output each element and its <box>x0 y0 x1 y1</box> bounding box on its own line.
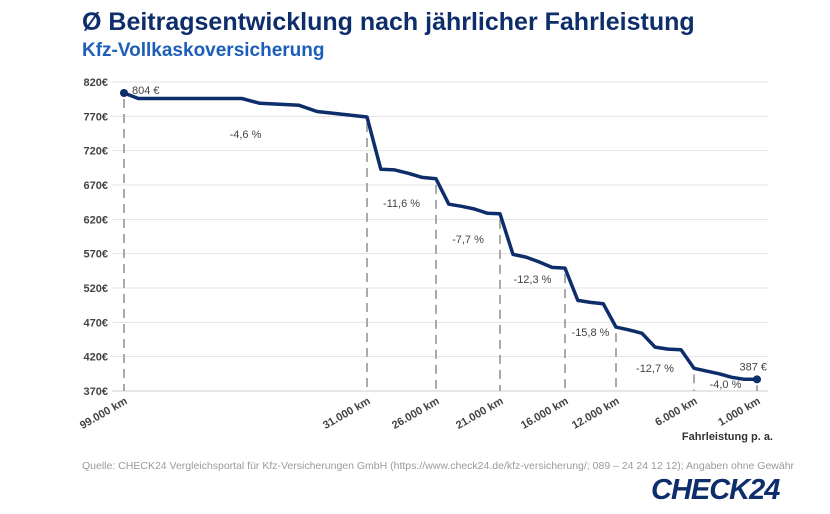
y-tick-label: 370€ <box>84 386 108 398</box>
data-point <box>753 375 761 384</box>
x-tick-label: 21.000 km <box>454 395 506 432</box>
change-annotation: -7,7 % <box>452 234 484 246</box>
change-annotation: -4,6 % <box>230 129 262 141</box>
chart-title: Ø Beitragsentwicklung nach jährlicher Fa… <box>82 8 695 36</box>
check24-logo: CHECK24 <box>651 474 780 506</box>
data-label: 387 € <box>739 361 767 373</box>
data-label: 804 € <box>132 85 160 97</box>
x-axis-label: Fahrleistung p. a. <box>682 431 773 443</box>
y-tick-label: 620€ <box>84 214 108 226</box>
y-tick-label: 820€ <box>84 77 108 89</box>
x-tick-label: 16.000 km <box>519 395 571 432</box>
data-point <box>120 88 128 97</box>
y-tick-label: 570€ <box>84 249 108 261</box>
chart-subtitle: Kfz-Vollkaskoversicherung <box>82 40 325 61</box>
x-tick-label: 31.000 km <box>321 395 373 432</box>
x-tick-label: 6.000 km <box>653 395 699 429</box>
series-line <box>123 91 757 382</box>
y-tick-label: 670€ <box>84 180 108 192</box>
x-tick-label: 12.000 km <box>570 395 622 432</box>
change-annotation: -4,0 % <box>710 379 742 391</box>
change-annotation: -11,6 % <box>383 198 420 210</box>
x-tick-label: 99.000 km <box>78 395 130 432</box>
change-annotation: -12,7 % <box>636 363 674 375</box>
y-tick-label: 520€ <box>84 283 108 295</box>
y-tick-label: 470€ <box>84 317 108 329</box>
x-tick-label: 26.000 km <box>390 395 442 432</box>
y-tick-label: 770€ <box>84 111 108 123</box>
source-note: Quelle: CHECK24 Vergleichsportal für Kfz… <box>82 460 795 472</box>
change-annotation: -15,8 % <box>572 327 610 339</box>
y-tick-label: 420€ <box>84 352 108 364</box>
x-tick-label: 1.000 km <box>716 395 762 429</box>
y-tick-label: 720€ <box>84 146 108 158</box>
change-annotation: -12,3 % <box>514 274 552 286</box>
